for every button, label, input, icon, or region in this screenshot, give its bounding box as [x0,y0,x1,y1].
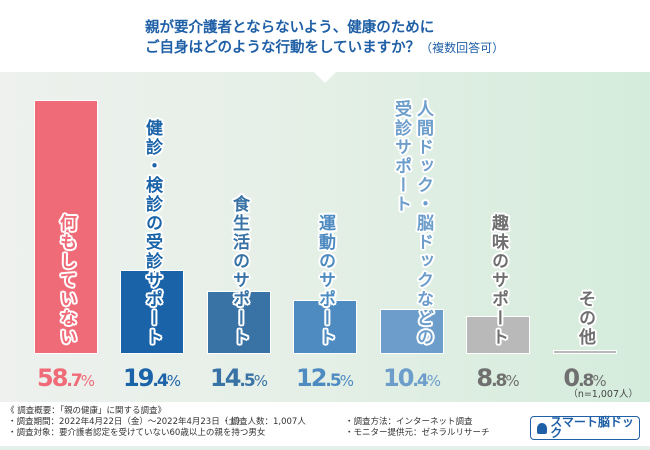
survey-target: ・調査対象：要介護者認定を受けていない60歳以上の親を持つ男女 [8,428,266,438]
value-unit: % [426,372,441,390]
value-unit: % [253,372,268,390]
value-int: 0 [563,364,580,392]
bar-column: その他 0.8% [553,72,617,402]
survey-heading: 《 調査概要：「親の健康」に関する調査》 [6,406,166,416]
value-unit: % [505,372,520,390]
bar [293,299,357,354]
value-label: 10.4% [368,364,456,392]
survey-period: ・調査期間：2022年4月22日（金）～2022年4月23日（土） [8,417,246,427]
bar-column: 運動のサポート 12.5% [293,72,357,402]
category-label: 食生活のサポート [207,195,271,347]
speech-bubble-tail [313,71,337,83]
category-label-line: 運動のサポート [315,214,335,347]
value-label: 12.5% [281,364,369,392]
logo-text: スマート脳ドック [550,415,634,440]
bar [120,270,184,354]
value-label: 19.4% [108,364,196,392]
value-label: 0.8% [541,364,629,392]
survey-count: ・調査人数：1,007人 [222,417,306,427]
bar [466,315,530,354]
value-dec: .5 [239,371,255,391]
survey-footer: 《 調査概要：「親の健康」に関する調査》 ・調査期間：2022年4月22日（金）… [0,402,650,450]
bottom-stripe [0,446,650,450]
category-label-line: その他 [575,290,595,347]
value-int: 8 [476,364,493,392]
value-dec: .8 [491,371,507,391]
category-label: 運動のサポート [293,214,357,347]
bar-column: 健診・検診の受診サポート 19.4% [120,72,184,402]
brain-icon [537,422,548,434]
bar [207,291,271,354]
value-unit: % [80,372,95,390]
category-label-line: 趣味のサポート [488,214,508,347]
category-label-line: 何もしていない [56,214,76,347]
title-line-2: ご自身はどのような行動をしていますか？ [145,40,421,56]
value-int: 58 [37,364,68,392]
value-dec: .5 [325,371,341,391]
value-label: 58.7% [22,364,110,392]
bar [34,99,98,354]
bar-chart: 何もしていない 58.7% 健診・検診の受診サポート 19.4% 食生活のサポート 14.… [0,72,650,402]
value-unit: % [339,372,354,390]
bar-column: 何もしていない 58.7% [34,72,98,402]
title-line-1: 親が要介護者とならないよう、健康のために [145,20,435,36]
value-dec: .4 [152,371,168,391]
title-note: （複数回答可） [420,41,505,55]
value-label: 14.5% [195,364,283,392]
bar-column: 人間ドック・脳ドックなどの 受診サポート 10.4% [380,72,444,402]
value-unit: % [592,372,607,390]
bar-column: 趣味のサポート 8.8% [466,72,530,402]
category-label-line: 食生活のサポート [229,195,249,347]
survey-method: ・調査方法：インターネット調査 [345,417,473,427]
value-int: 19 [123,364,154,392]
category-label-line: 受診サポート [391,100,411,214]
value-int: 12 [296,364,327,392]
category-label: 健診・検診の受診サポート [120,119,184,347]
bar-column: 食生活のサポート 14.5% [207,72,271,402]
category-label-line: 人間ドック・脳ドックなどの [413,100,433,347]
sample-size-label: （n=1,007人） [568,389,638,400]
value-label: 8.8% [454,364,542,392]
value-dec: .7 [66,371,82,391]
bar [380,308,444,354]
category-label: 人間ドック・脳ドックなどの 受診サポート [380,100,444,347]
category-label-line: 健診・検診の受診サポート [142,119,162,347]
category-label: 何もしていない [34,214,98,347]
bar [553,350,617,354]
brand-logo: スマート脳ドック [530,416,640,440]
value-unit: % [166,372,181,390]
value-dec: .4 [412,371,428,391]
value-dec: .8 [578,371,594,391]
chart-title: 親が要介護者とならないよう、健康のために ご自身はどのような行動をしていますか？… [0,0,650,72]
survey-provider: ・モニター提供元：ゼネラルリサーチ [345,428,490,438]
value-int: 10 [383,364,414,392]
category-label: その他 [553,290,617,347]
value-int: 14 [210,364,241,392]
category-label: 趣味のサポート [466,214,530,347]
